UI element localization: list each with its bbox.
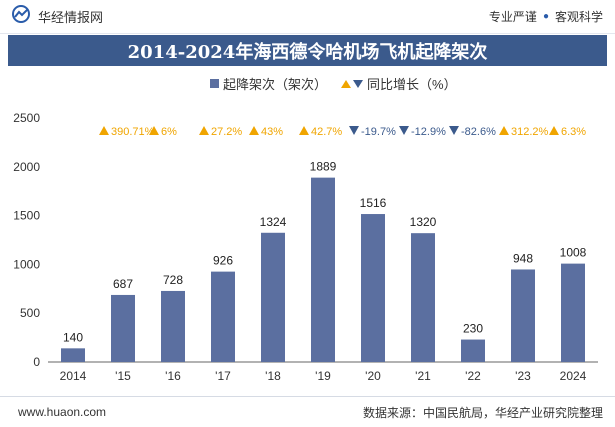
growth-label: 6.3% <box>561 126 586 138</box>
y-tick-label: 0 <box>33 355 40 369</box>
x-tick-label: 2024 <box>560 369 587 383</box>
growth-up-marker <box>549 126 559 135</box>
bar <box>111 294 135 362</box>
growth-up-marker <box>249 126 259 135</box>
huajing-logo-icon <box>10 5 32 28</box>
growth-up-marker <box>199 126 209 135</box>
x-tick-label: 2014 <box>60 369 87 383</box>
bar-value-label: 728 <box>163 273 183 287</box>
footer-website: www.huaon.com <box>18 405 107 419</box>
bar <box>311 177 335 362</box>
bar-value-label: 948 <box>513 251 533 265</box>
legend-label-growth: 同比增长（%） <box>367 77 457 92</box>
slogan-left: 专业严谨 <box>488 10 537 24</box>
chart-title: 2014-2024年海西德令哈机场飞机起降架次 <box>127 41 488 63</box>
bar <box>461 339 485 362</box>
x-tick-label: '18 <box>265 369 281 383</box>
bar-value-label: 1324 <box>260 215 287 229</box>
x-tick-label: '21 <box>415 369 431 383</box>
bar <box>161 290 185 362</box>
x-tick-label: '16 <box>165 369 181 383</box>
bar <box>361 214 385 362</box>
x-tick-label: '22 <box>465 369 481 383</box>
growth-up-marker <box>99 126 109 135</box>
bar-value-label: 140 <box>63 330 83 344</box>
y-tick-label: 2000 <box>13 160 40 174</box>
bar-value-label: 687 <box>113 277 133 291</box>
growth-up-marker <box>299 126 309 135</box>
bar-value-label: 926 <box>213 254 233 268</box>
legend-item-volume: 起降架次（架次） <box>210 74 327 93</box>
bar-value-label: 1516 <box>360 196 387 210</box>
bar-value-label: 1008 <box>560 246 587 260</box>
slogan-right: 客观科学 <box>554 10 603 24</box>
growth-up-marker <box>499 126 509 135</box>
y-tick-label: 1000 <box>13 257 40 271</box>
chart-title-banner: 2014-2024年海西德令哈机场飞机起降架次 <box>8 35 607 66</box>
bar <box>561 263 585 362</box>
x-tick-label: '19 <box>315 369 331 383</box>
growth-label: 42.7% <box>311 126 342 138</box>
x-tick-label: '20 <box>365 369 381 383</box>
x-tick-label: '17 <box>215 369 231 383</box>
y-tick-label: 1500 <box>13 209 40 223</box>
growth-label: 312.2% <box>511 126 549 138</box>
y-tick-label: 500 <box>20 306 40 320</box>
brand: 华经情报网 <box>10 5 103 28</box>
bar-value-label: 1320 <box>410 215 437 229</box>
x-tick-label: '15 <box>115 369 131 383</box>
y-tick-label: 2500 <box>13 111 40 125</box>
growth-label: -82.6% <box>461 126 496 138</box>
top-header: 华经情报网 专业严谨 ● 客观科学 <box>0 0 615 34</box>
bar <box>61 348 85 362</box>
bar <box>261 232 285 362</box>
legend-swatch-bar-icon <box>210 79 219 88</box>
bar-value-label: 230 <box>463 322 483 336</box>
growth-label: 6% <box>161 126 177 138</box>
growth-up-marker <box>149 126 159 135</box>
bar-chart: 0 500 1000 1500 2000 2500 140 2014 687 '15 390.71%… <box>13 111 598 383</box>
growth-label: -19.7% <box>361 126 396 138</box>
growth-down-marker <box>399 126 409 135</box>
growth-label: -12.9% <box>411 126 446 138</box>
bar-value-label: 1889 <box>310 160 337 174</box>
legend-label-volume: 起降架次（架次） <box>223 77 328 92</box>
legend-triangle-icons <box>341 79 364 88</box>
slogan: 专业严谨 ● 客观科学 <box>489 8 603 25</box>
chart-legend: 起降架次（架次） 同比增长（%） <box>210 74 457 93</box>
footer: www.huaon.com 数据来源：中国民航局，华经产业研究院整理 <box>0 396 615 427</box>
x-tick-label: '23 <box>515 369 531 383</box>
bar <box>211 271 235 362</box>
bar <box>411 233 435 362</box>
growth-label: 43% <box>261 126 283 138</box>
footer-source: 数据来源：中国民航局，华经产业研究院整理 <box>362 405 603 420</box>
growth-down-marker <box>349 126 359 135</box>
bar <box>511 269 535 362</box>
growth-down-marker <box>449 126 459 135</box>
brand-name: 华经情报网 <box>38 10 104 25</box>
separator-dot-icon: ● <box>542 11 549 22</box>
legend-item-growth: 同比增长（%） <box>341 74 457 93</box>
growth-label: 390.71% <box>111 126 155 138</box>
growth-label: 27.2% <box>211 126 242 138</box>
